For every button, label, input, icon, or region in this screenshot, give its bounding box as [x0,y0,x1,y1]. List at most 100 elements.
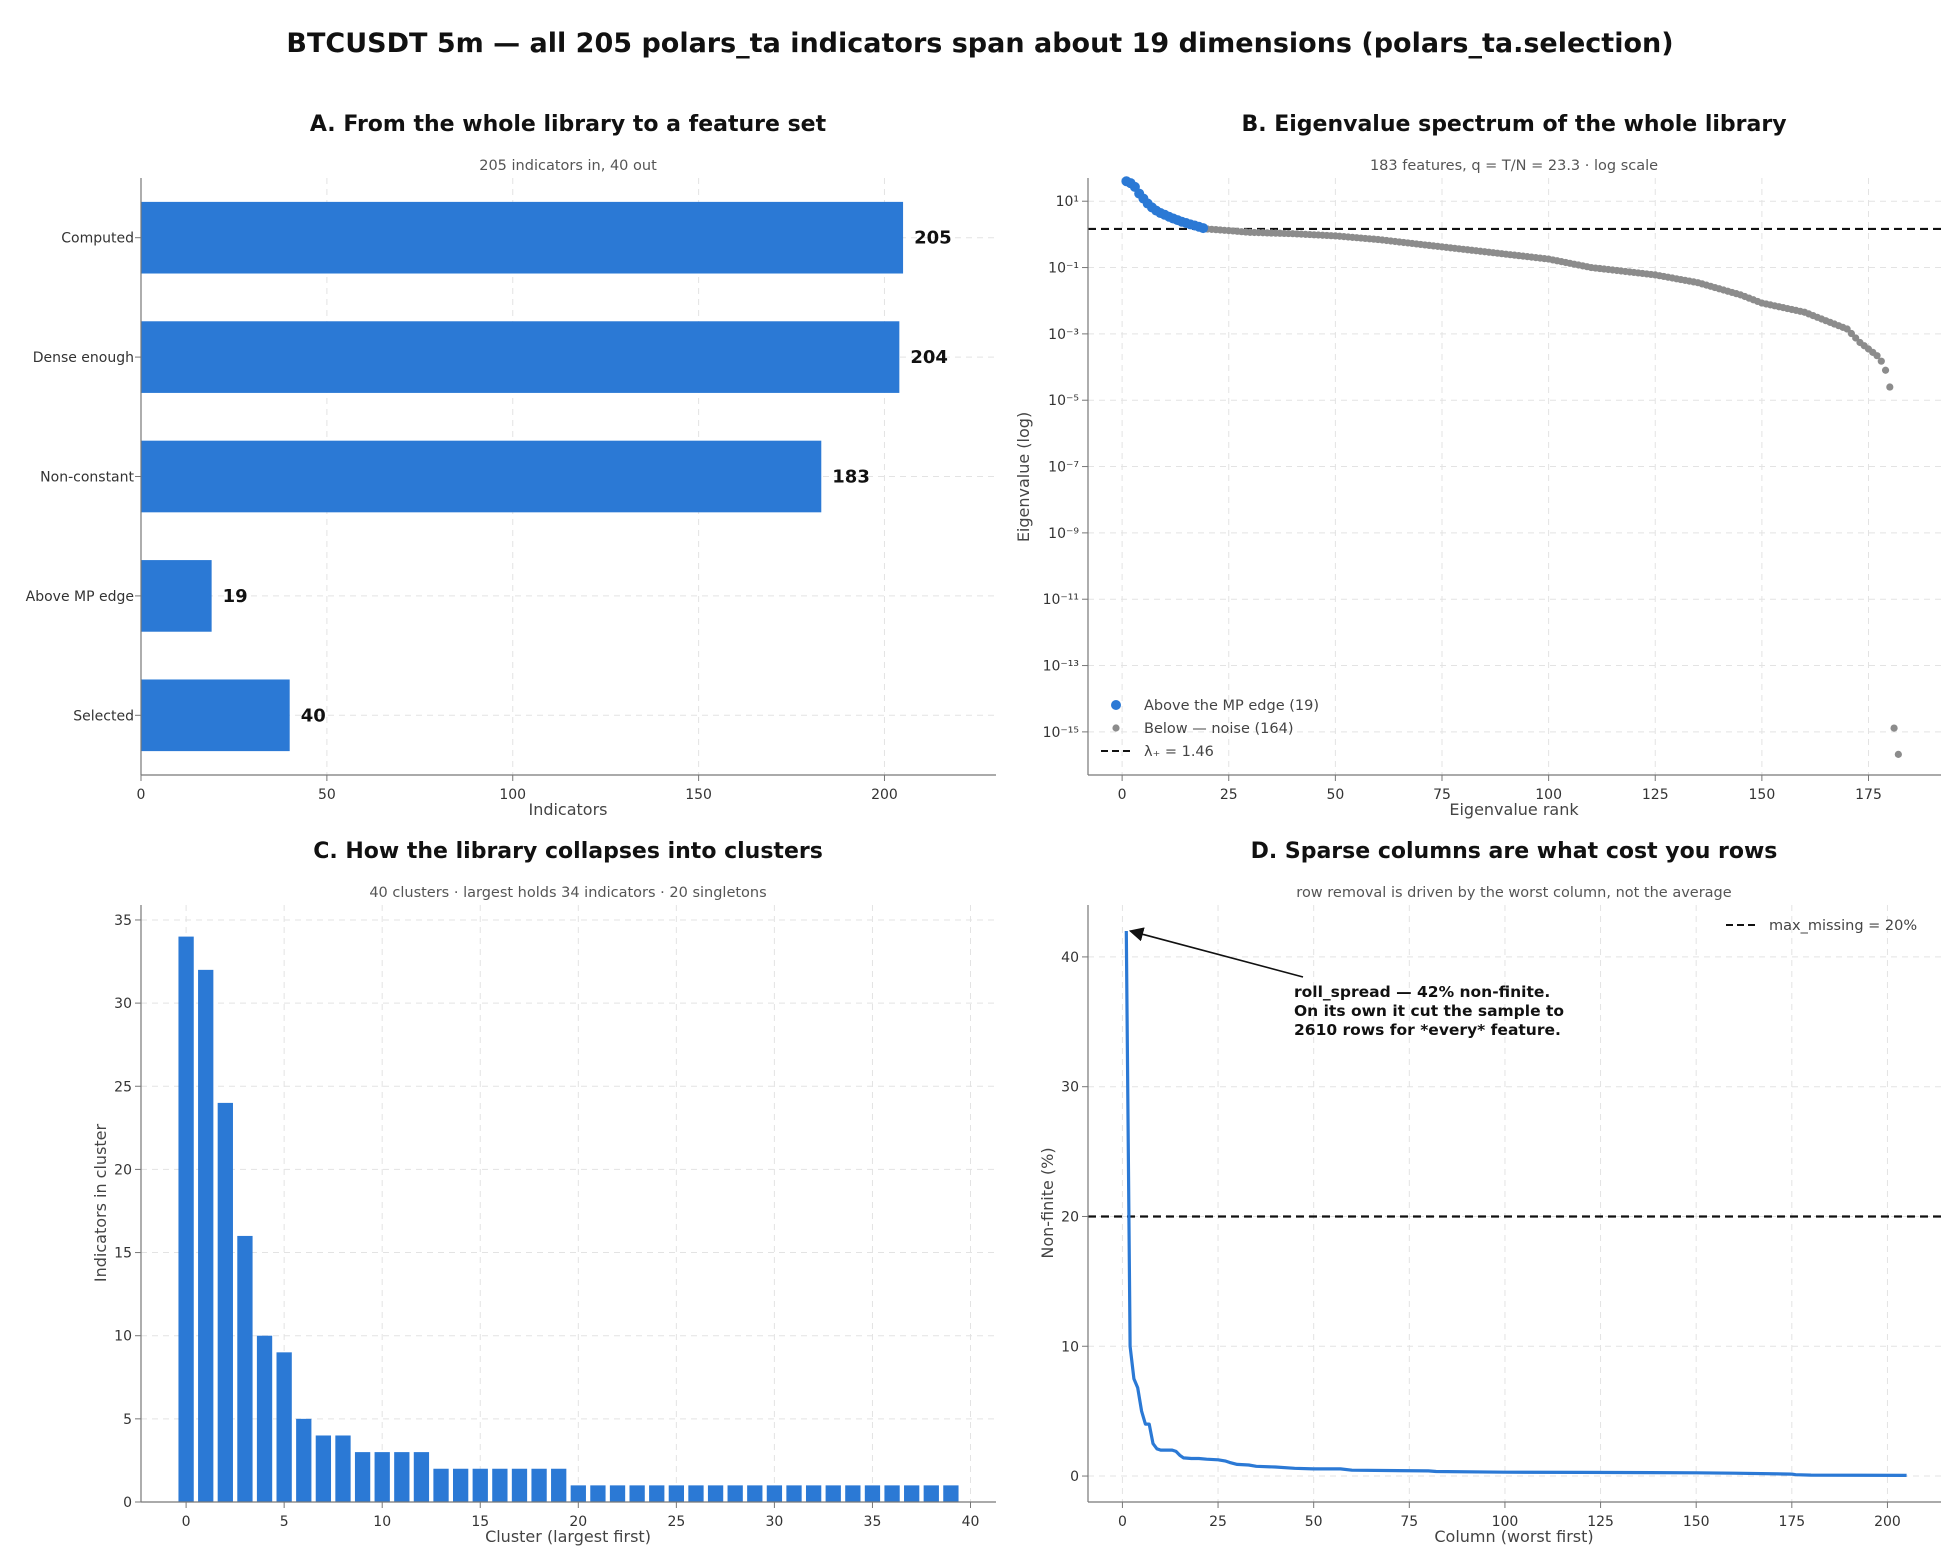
panel-c-ytick-label: 20 [114,1162,132,1178]
panel-c-xtick-label: 10 [373,1514,391,1530]
panel-c-xtick-label: 35 [864,1514,882,1530]
panel-c-bar [629,1485,645,1502]
panel-c-bar [511,1468,528,1502]
panel-b-noise-point [1877,357,1885,365]
panel-c-xtick-label: 30 [765,1514,783,1530]
panel-c-bar [531,1468,547,1502]
panel-c-xtick-label: 20 [569,1514,587,1530]
panel-d-ytick-label: 30 [1061,1080,1079,1096]
panel-c-bar [609,1485,626,1502]
panel-c-bar [315,1435,332,1502]
panel-b-noise-point [1847,329,1856,338]
panel-b: B. Eigenvalue spectrum of the whole libr… [1014,112,1941,819]
panel-b-ytick-label: 10¹ [1056,194,1079,210]
panel-c-ytick-label: 5 [123,1412,132,1428]
panel-c: C. How the library collapses into cluste… [91,839,996,1546]
panel-c-bar [845,1485,861,1502]
panel-d-xtick-label: 175 [1778,1514,1805,1530]
panel-d-xtick-label: 125 [1587,1514,1614,1530]
panel-a-subtitle: 205 indicators in, 40 out [479,158,657,174]
panel-c-bar [296,1418,312,1502]
panel-c-bar [551,1468,567,1502]
panel-c-bar [943,1485,959,1502]
panel-c-bar [354,1452,371,1502]
panel-c-ytick-label: 30 [114,996,132,1012]
panel-c-bar [649,1485,665,1502]
panel-c-bar [198,969,214,1502]
panel-c-bar [374,1452,390,1502]
panel-b-xtick-label: 25 [1220,787,1238,803]
panel-c-bar [570,1485,586,1502]
panel-d-xtick-label: 50 [1305,1514,1323,1530]
panel-d-xtick-label: 200 [1874,1514,1901,1530]
panel-c-bar [276,1352,292,1502]
panel-b-xtick-label: 50 [1326,787,1344,803]
figure-title: BTCUSDT 5m — all 205 polars_ta indicator… [286,28,1673,59]
panel-b-noise-point [1873,352,1881,360]
legend-label-max-missing: max_missing = 20% [1769,918,1917,934]
panel-c-bar [825,1485,841,1502]
panel-c-bar [472,1468,488,1502]
panel-c-bar [178,936,194,1502]
panel-a-xtick-label: 50 [318,787,336,803]
panel-b-ytick-label: 10⁻¹¹ [1043,592,1079,608]
annotation-line-3: 2610 rows for *every* feature. [1294,1021,1561,1039]
panel-d-ylabel: Non-finite (%) [1038,1147,1057,1258]
panel-c-bar [805,1485,822,1502]
panel-b-signal-point [1198,223,1209,234]
panel-a-xtick-label: 0 [137,787,146,803]
panel-b-ytick-label: 10⁻⁷ [1048,460,1079,476]
panel-c-xtick-label: 5 [280,1514,289,1530]
panel-d-annotation: roll_spread — 42% non-finite. On its own… [1128,927,1564,1039]
panel-b-ylabel: Eigenvalue (log) [1014,412,1033,542]
panel-b-xtick-label: 75 [1433,787,1451,803]
panel-d: D. Sparse columns are what cost you rows… [1038,839,1941,1546]
panel-b-ytick-label: 10⁻⁹ [1048,526,1079,542]
panel-a-value-label: 205 [914,228,952,249]
panel-c-bar [923,1485,939,1502]
panel-b-xtick-label: 175 [1855,787,1882,803]
annotation-line-1: roll_spread — 42% non-finite. [1294,983,1550,1001]
panel-d-xtick-label: 25 [1209,1514,1227,1530]
panel-a-bar [141,440,822,513]
panel-b-noise-point [1852,334,1860,342]
annotation-line-2: On its own it cut the sample to [1294,1002,1564,1020]
panel-a-category-label: Non-constant [40,470,134,486]
panel-a-bar [141,560,212,632]
panel-c-bar [256,1335,273,1502]
panel-d-xtick-label: 100 [1492,1514,1519,1530]
panel-a-xtick-label: 100 [499,787,526,803]
panel-c-ytick-label: 35 [114,913,132,929]
panel-c-bar [786,1485,802,1502]
panel-c-xtick-label: 40 [962,1514,980,1530]
panel-c-bar [668,1485,685,1502]
panel-b-subtitle: 183 features, q = T/N = 23.3 · log scale [1370,158,1658,174]
panel-d-xtick-label: 150 [1683,1514,1710,1530]
panel-c-xtick-label: 0 [182,1514,191,1530]
panel-a-category-label: Computed [61,231,134,247]
panel-c-ytick-label: 25 [114,1079,132,1095]
legend-label-above: Above the MP edge (19) [1144,698,1319,714]
panel-a-category-label: Dense enough [33,350,134,366]
panel-d-title: D. Sparse columns are what cost you rows [1251,839,1778,864]
panel-c-bar [335,1435,351,1502]
panel-a-xtick-label: 200 [871,787,898,803]
panel-b-xtick-label: 0 [1118,787,1127,803]
legend-label-noise: Below — noise (164) [1144,721,1294,737]
panel-b-ytick-label: 10⁻¹⁵ [1043,725,1079,741]
panel-c-bar [688,1485,704,1502]
panel-a-bar [141,321,900,393]
panel-d-xtick-label: 0 [1118,1514,1127,1530]
panel-b-noise-point [1890,724,1898,732]
legend-marker-noise [1112,724,1120,732]
panel-d-ytick-label: 40 [1061,950,1079,966]
panel-b-ytick-label: 10⁻¹³ [1043,659,1079,675]
panel-c-bar [452,1468,469,1502]
panel-a-xtick-label: 150 [685,787,712,803]
panel-a-value-label: 183 [832,467,870,488]
panel-c-ytick-label: 15 [114,1246,132,1262]
panel-c-bar [884,1485,900,1502]
panel-b-ytick-label: 10⁻³ [1048,327,1079,343]
panel-b-noise-point [1881,366,1890,374]
